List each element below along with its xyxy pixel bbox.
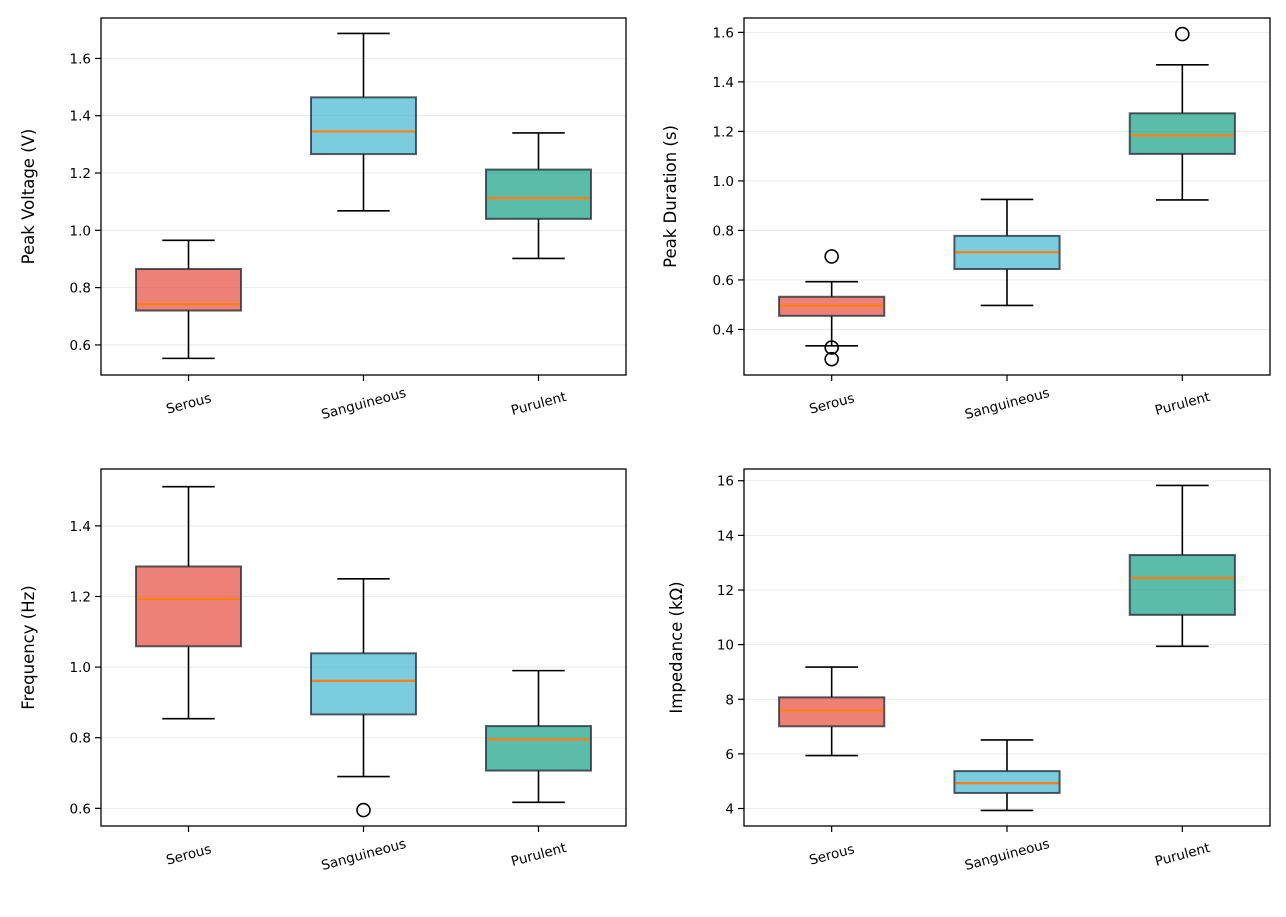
- y-tick-label: 1.4: [70, 519, 91, 535]
- y-tick-label: 1.0: [713, 174, 734, 190]
- y-tick-label: 16: [717, 474, 734, 490]
- y-axis-label: Peak Duration (s): [661, 125, 680, 268]
- boxes: [135, 32, 592, 360]
- y-tick-label: 0.6: [70, 338, 91, 354]
- y-tick-label: 0.8: [70, 281, 91, 297]
- box-iqr: [485, 168, 592, 220]
- y-tick-label: 0.6: [70, 801, 91, 817]
- box-serous: [778, 249, 886, 367]
- box-serous: [778, 666, 886, 757]
- y-axis-label: Impedance (kΩ): [667, 581, 686, 713]
- y-axis-label: Peak Voltage (V): [19, 129, 38, 265]
- box-sanguineous: [310, 578, 417, 818]
- y-ticks: 0.4 0.6 0.8 1.0 1.2 1.4 1.6: [713, 25, 744, 338]
- box-sanguineous: [953, 198, 1061, 307]
- box-iqr: [1128, 112, 1236, 155]
- box-iqr: [1128, 554, 1236, 616]
- outlier-point: [824, 249, 839, 264]
- box-purulent: [485, 669, 592, 804]
- box-purulent: [1128, 484, 1236, 648]
- outlier-point: [824, 340, 839, 355]
- boxes: [778, 484, 1236, 812]
- y-tick-label: 0.4: [713, 322, 734, 338]
- box-iqr: [778, 696, 886, 728]
- boxes: [135, 485, 592, 818]
- y-tick-label: 1.0: [70, 660, 91, 676]
- box-iqr: [485, 725, 592, 772]
- y-tick-label: 4: [725, 802, 734, 818]
- y-tick-label: 1.4: [70, 109, 91, 125]
- y-ticks: 4 6 8 10 12 14 16: [717, 474, 744, 818]
- outlier-point: [1175, 26, 1190, 42]
- outlier-point: [356, 802, 371, 818]
- y-tick-label: 0.6: [713, 273, 734, 289]
- y-tick-label: 6: [725, 747, 734, 763]
- y-tick-label: 1.6: [70, 51, 91, 67]
- y-tick-label: 1.6: [713, 25, 734, 41]
- y-tick-label: 1.2: [70, 589, 91, 605]
- box-serous: [135, 485, 242, 720]
- y-tick-label: 1.2: [713, 124, 734, 140]
- box-sanguineous: [310, 32, 417, 212]
- y-tick-label: 1.4: [713, 75, 734, 91]
- y-tick-label: 0.8: [70, 731, 91, 747]
- y-ticks: 0.6 0.8 1.0 1.2 1.4: [70, 519, 101, 817]
- y-ticks: 0.6 0.8 1.0 1.2 1.4 1.6: [70, 51, 101, 354]
- box-sanguineous: [953, 739, 1061, 812]
- y-tick-label: 8: [725, 692, 734, 708]
- box-iqr: [310, 652, 417, 716]
- box-serous: [135, 239, 242, 360]
- box-purulent: [1128, 26, 1236, 201]
- y-tick-label: 10: [717, 638, 734, 654]
- y-tick-label: 12: [717, 583, 734, 599]
- box-iqr: [310, 96, 417, 156]
- y-tick-label: 1.0: [70, 223, 91, 239]
- boxes: [778, 26, 1236, 367]
- box-iqr: [135, 565, 242, 648]
- y-axis-label: Frequency (Hz): [19, 585, 38, 709]
- y-tick-label: 0.8: [713, 223, 734, 239]
- box-purulent: [485, 132, 592, 260]
- y-tick-label: 1.2: [70, 166, 91, 182]
- subplot-peak-voltage: 0.60.81.01.21.41.6 Serous Sanguineous Puru…: [19, 17, 627, 423]
- outlier-point: [824, 351, 839, 367]
- y-tick-label: 14: [717, 528, 734, 544]
